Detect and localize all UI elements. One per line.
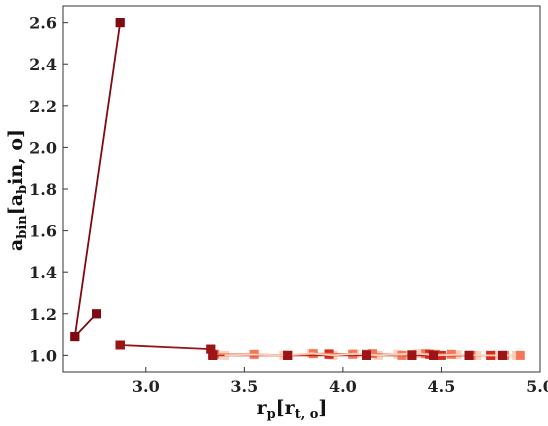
series-line-0 [73,22,122,338]
data-point-top-s1-2 [208,350,218,360]
y-tick-label-2.2: 2.2 [29,97,57,116]
y-axis-ticks: 1.0 1.2 1.4 1.6 1.8 2.0 2.2 2.4 2.6 [29,14,68,365]
data-point-top-s0-3 [115,18,125,28]
y-axis-label: abin[abin, o] [5,129,30,251]
y-tick-label-1.2: 1.2 [29,305,57,324]
y-tick-label-2.6: 2.6 [29,14,57,33]
data-point-top-s1-4 [362,350,371,360]
x-tick-label-3.0: 3.0 [132,377,160,396]
data-point-top-s0-1 [92,309,101,319]
x-axis-label: rp[rt, o] [257,397,328,422]
lines-layer [70,18,521,360]
data-point-top-s1-3 [283,350,293,360]
data-point-top-s1-1 [206,344,216,354]
x-tick-label-4.5: 4.5 [428,377,456,396]
data-point-top-s1-7 [464,350,474,360]
data-point-top-s1-8 [498,350,507,360]
data-point-top-s0-0 [70,332,80,342]
data-point-top-s1-0 [115,340,125,350]
markers-layer [70,18,525,360]
plot-frame [62,5,541,373]
y-tick-label-2.4: 2.4 [29,55,57,74]
y-tick-label-1.4: 1.4 [29,263,57,282]
x-tick-label-3.5: 3.5 [230,377,258,396]
y-tick-label-1.6: 1.6 [29,222,57,241]
x-tick-label-4.0: 4.0 [329,377,357,396]
y-tick-label-2.0: 2.0 [29,138,57,157]
x-axis-ticks: 3.0 3.5 4.0 4.5 5.0 [132,367,548,396]
y-tick-label-1.0: 1.0 [29,346,57,365]
x-tick-label-5.0: 5.0 [526,377,548,396]
data-point-top-s1-6 [429,350,439,360]
data-point-top-s1-5 [407,350,417,360]
y-tick-label-1.8: 1.8 [29,180,57,199]
